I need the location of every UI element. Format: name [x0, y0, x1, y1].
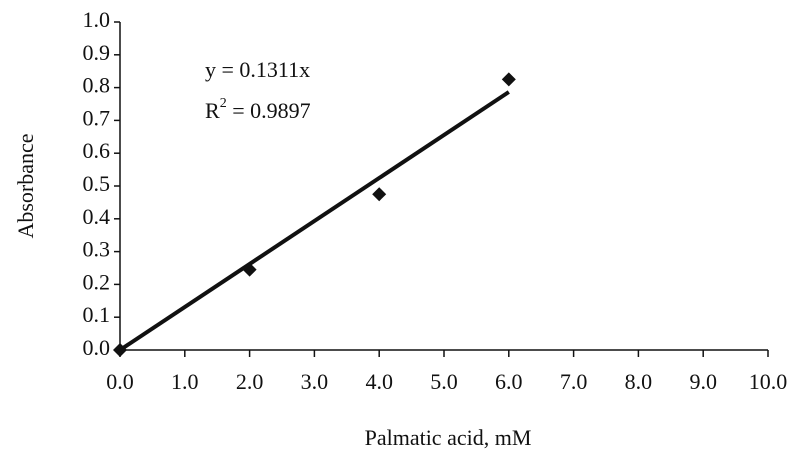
y-axis-label: Absorbance — [13, 133, 38, 238]
data-point — [113, 343, 127, 357]
x-tick-label: 10.0 — [749, 369, 788, 394]
y-tick-label: 0.2 — [83, 269, 111, 294]
y-tick-label: 0.4 — [83, 204, 111, 229]
trendline — [118, 90, 510, 352]
x-tick-label: 5.0 — [430, 369, 458, 394]
y-tick-label: 0.5 — [83, 171, 111, 196]
r-value: = 0.9897 — [227, 98, 311, 123]
y-tick-label: 0.1 — [83, 302, 111, 327]
y-tick-label: 0.6 — [83, 138, 111, 163]
x-tick-label: 3.0 — [301, 369, 329, 394]
x-tick-label: 1.0 — [171, 369, 199, 394]
y-tick-label: 0.7 — [83, 105, 111, 130]
x-tick-label: 4.0 — [365, 369, 393, 394]
y-tick-label: 1.0 — [83, 7, 111, 32]
r-symbol: R — [205, 98, 220, 123]
x-tick-label: 2.0 — [236, 369, 264, 394]
r-superscript: 2 — [220, 96, 227, 111]
equation: y = 0.1311x — [205, 57, 310, 82]
y-tick-label: 0.0 — [83, 335, 111, 360]
y-tick-label: 0.9 — [83, 40, 111, 65]
x-tick-label: 6.0 — [495, 369, 523, 394]
data-point — [372, 187, 387, 202]
data-point — [501, 72, 516, 87]
data-point — [242, 262, 257, 277]
r-squared: R2 = 0.9897 — [205, 96, 311, 123]
x-tick-label: 7.0 — [560, 369, 588, 394]
y-tick-label: 0.3 — [83, 237, 111, 262]
x-tick-label: 8.0 — [625, 369, 653, 394]
y-tick-label: 0.8 — [83, 73, 111, 98]
x-tick-label: 9.0 — [689, 369, 717, 394]
x-axis-label: Palmatic acid, mM — [365, 425, 532, 450]
x-tick-label: 0.0 — [106, 369, 134, 394]
